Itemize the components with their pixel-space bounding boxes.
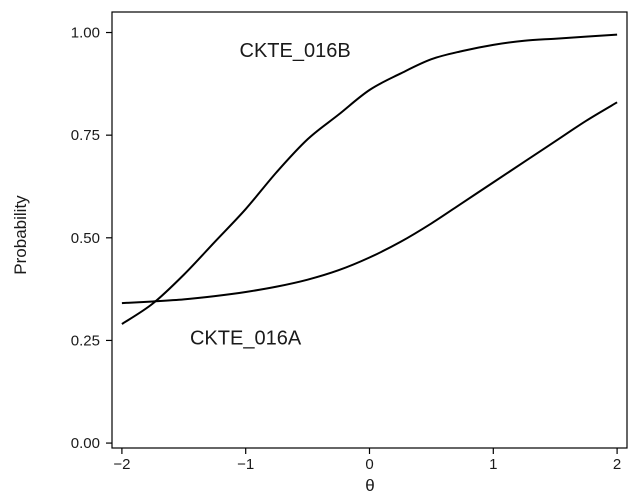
- plot-border: [111, 11, 628, 449]
- annotations: CKTE_016B CKTE_016A: [190, 40, 351, 349]
- x-tick-label: 1: [489, 456, 497, 473]
- curves: [121, 33, 618, 325]
- y-axis-title: Probability: [11, 195, 30, 275]
- series-line-1: [121, 33, 618, 325]
- series-line-2: [121, 101, 618, 305]
- x-axis-title: θ: [365, 476, 374, 495]
- x-tick-label: 0: [365, 456, 373, 473]
- x-tick-label: −1: [237, 456, 254, 473]
- annotation-label: CKTE_016A: [190, 328, 302, 350]
- y-tick-label: 0.25: [71, 332, 100, 349]
- y-tick-label: 0.00: [71, 435, 100, 452]
- annotation-label: CKTE_016B: [240, 40, 351, 62]
- y-tick-label: 1.00: [71, 25, 100, 42]
- x-tick-label: −2: [113, 456, 130, 473]
- x-tick-label: 2: [613, 456, 621, 473]
- axes: −2 −1 0 1 2 0.00 0.25 0.50 0.75 1.00: [71, 11, 628, 473]
- y-tick-label: 0.75: [71, 127, 100, 144]
- y-tick-label: 0.50: [71, 230, 100, 247]
